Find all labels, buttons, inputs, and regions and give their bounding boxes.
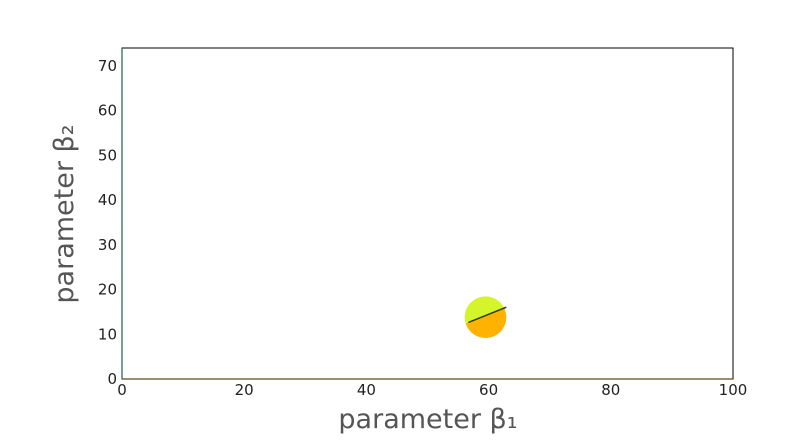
scatter-point <box>464 296 507 339</box>
y-axis-title: parameter β₂ <box>49 124 80 303</box>
y-tick-label: 60 <box>98 102 117 120</box>
y-axis-ticks: 0 10 20 30 40 50 60 70 <box>98 57 117 388</box>
x-tick-label: 80 <box>601 381 620 399</box>
x-tick-label: 100 <box>719 381 748 399</box>
x-tick-label: 0 <box>117 381 127 399</box>
x-axis-title: parameter β₁ <box>338 404 517 435</box>
x-tick-label: 60 <box>479 381 498 399</box>
x-axis-ticks: 0 20 40 60 80 100 <box>117 381 747 399</box>
plot-area <box>464 296 507 339</box>
y-tick-label: 40 <box>98 191 117 209</box>
y-tick-label: 70 <box>98 57 117 75</box>
y-tick-label: 0 <box>107 370 117 388</box>
point-divider-line <box>468 306 507 323</box>
y-tick-label: 50 <box>98 146 117 164</box>
y-tick-label: 10 <box>98 325 117 343</box>
y-tick-label: 20 <box>98 281 117 299</box>
x-tick-label: 40 <box>357 381 376 399</box>
y-tick-label: 30 <box>98 236 117 254</box>
x-tick-label: 20 <box>235 381 254 399</box>
